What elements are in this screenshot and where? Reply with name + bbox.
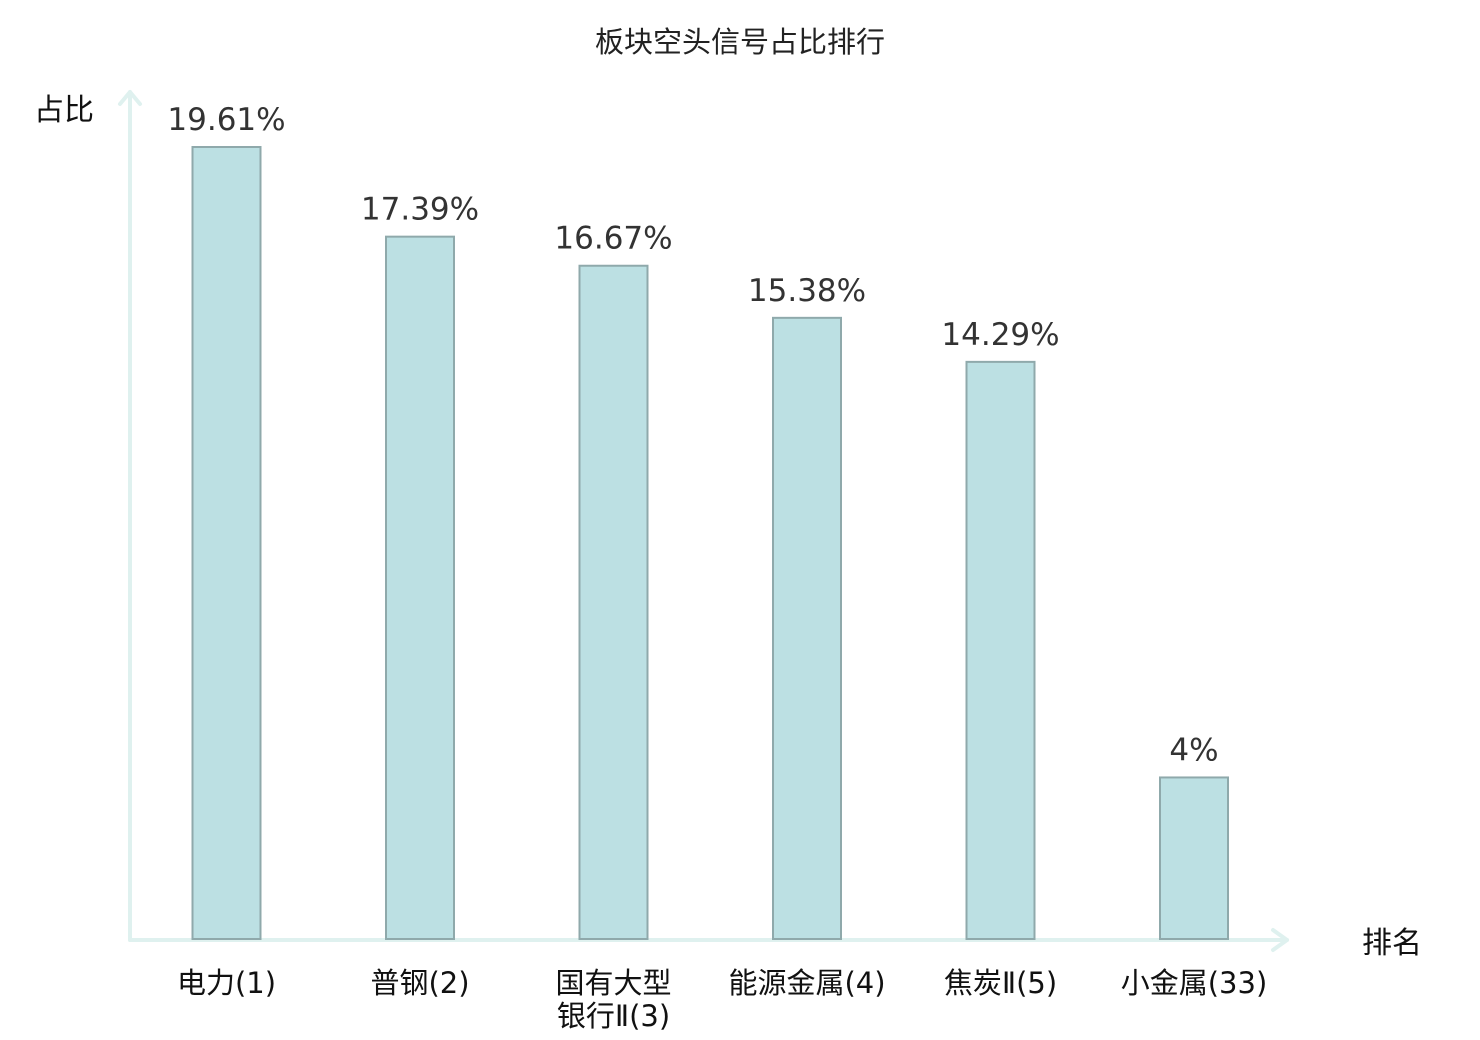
category-label-2-line-0: 国有大型 [555,966,671,1000]
value-label-5: 4% [1169,732,1218,768]
y-axis [118,90,142,942]
bar-5 [1159,776,1229,940]
bar-1 [385,235,455,940]
x-axis [128,928,1289,952]
bar-2 [578,264,649,940]
category-label-4: 焦炭Ⅱ(5) [944,966,1057,1000]
value-label-4: 14.29% [941,317,1059,353]
y-axis-label: 占比 [34,93,94,128]
value-labels-group: 19.61% 17.39% 16.67% 15.38% 14.29% 4% [167,102,1218,768]
value-label-0: 19.61% [167,102,285,138]
x-axis-label: 排名 [1362,926,1422,961]
category-label-5: 小金属(33) [1121,966,1268,1000]
category-label-0: 电力(1) [177,966,276,1000]
value-label-1: 17.39% [361,192,479,228]
bar-4 [965,360,1036,940]
bars-group [191,146,1229,940]
category-label-1: 普钢(2) [370,966,469,1000]
chart-title: 板块空头信号占比排行 [595,25,885,59]
bar-3 [772,316,842,940]
category-label-2-line-1: 银行Ⅱ(3) [557,999,670,1033]
bar-0 [191,146,262,940]
value-label-2: 16.67% [554,221,672,257]
value-label-3: 15.38% [748,273,866,309]
category-label-3: 能源金属(4) [728,966,885,1000]
